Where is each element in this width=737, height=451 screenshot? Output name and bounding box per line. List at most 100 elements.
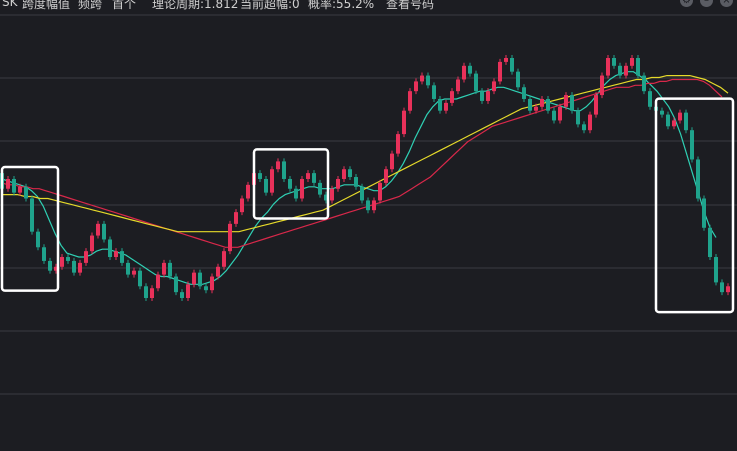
candle-body-117 (702, 198, 706, 228)
candle-body-52 (312, 173, 316, 183)
ma-line-ma_long (2, 74, 729, 233)
header-segment-4: 理论周期:1.812 (152, 0, 239, 11)
candle-body-11 (66, 257, 70, 261)
candle-body-29 (174, 276, 178, 293)
candle-body-37 (222, 251, 226, 267)
candle-body-91 (546, 98, 550, 111)
close-icon[interactable]: × (720, 0, 733, 7)
candle-body-41 (246, 184, 250, 199)
candle-body-93 (558, 106, 562, 121)
candle-body-105 (630, 58, 634, 66)
candle-body-61 (366, 200, 370, 211)
candle-body-108 (648, 91, 652, 107)
candle-body-113 (678, 112, 682, 121)
candle-body-72 (432, 85, 436, 99)
candle-body-107 (642, 75, 646, 92)
header-segment-0: SK (2, 0, 18, 9)
candle-body-118 (708, 227, 712, 258)
candle-body-97 (582, 124, 586, 131)
candle-body-35 (210, 276, 214, 291)
candle-body-78 (468, 65, 472, 74)
header-segment-7[interactable]: 查看号码 (386, 0, 435, 11)
gear-icon[interactable]: ⚙ (680, 0, 693, 7)
candle-body-10 (60, 257, 64, 267)
candle-body-47 (282, 161, 286, 179)
candle-body-80 (480, 91, 484, 101)
candle-body-21 (126, 262, 130, 275)
candle-body-86 (516, 71, 520, 88)
candle-body-39 (234, 212, 238, 224)
candle-body-33 (198, 272, 202, 287)
minimize-icon[interactable]: – (700, 0, 713, 7)
candle-body-51 (306, 173, 310, 179)
candle-body-88 (528, 98, 532, 111)
candle-body-36 (216, 266, 220, 277)
candle-body-96 (576, 110, 580, 125)
candle-body-58 (348, 169, 352, 178)
candle-body-4 (24, 186, 28, 199)
candle-body-92 (552, 110, 556, 121)
header-segment-2: 频跨 (78, 0, 103, 11)
candle-body-15 (90, 235, 94, 252)
candle-body-19 (114, 251, 118, 258)
candle-body-119 (714, 257, 718, 283)
candle-body-18 (108, 239, 112, 258)
candle-body-62 (372, 200, 376, 211)
candle-body-71 (426, 75, 430, 86)
candle-body-59 (354, 177, 358, 187)
candle-body-102 (612, 58, 616, 66)
candle-body-63 (378, 182, 382, 201)
candle-body-81 (486, 91, 490, 101)
candle-body-5 (30, 198, 34, 232)
candle-body-56 (336, 178, 340, 189)
candle-body-68 (408, 91, 412, 111)
candle-body-121 (726, 286, 730, 293)
candle-body-77 (462, 65, 466, 80)
candle-body-30 (180, 292, 184, 298)
candle-body-55 (330, 188, 334, 201)
candle-body-27 (162, 262, 166, 275)
candle-body-99 (594, 95, 598, 115)
candle-body-90 (540, 98, 544, 107)
candle-body-57 (342, 169, 346, 179)
candle-body-64 (384, 169, 388, 183)
candle-body-116 (696, 159, 700, 199)
candle-body-34 (204, 286, 208, 291)
candle-body-54 (324, 194, 328, 201)
candle-body-114 (684, 112, 688, 131)
highlight-box-1 (252, 148, 330, 220)
candle-body-98 (588, 114, 592, 131)
candle-body-3 (18, 186, 22, 193)
window-controls: ⚙ – × (680, 0, 733, 7)
candle-body-25 (150, 288, 154, 298)
highlight-box-2 (654, 97, 735, 314)
candle-body-32 (192, 272, 196, 285)
candle-body-38 (228, 223, 232, 252)
candle-body-82 (492, 81, 496, 92)
candle-body-53 (318, 182, 322, 195)
candle-body-111 (666, 114, 670, 127)
candle-body-85 (510, 58, 514, 72)
candle-body-50 (300, 178, 304, 199)
candle-body-104 (624, 65, 628, 76)
candle-body-28 (168, 262, 172, 277)
header-segment-5: 当前超幅:0 (240, 0, 300, 11)
candle-body-76 (456, 79, 460, 92)
candle-body-23 (138, 270, 142, 287)
candle-body-2 (12, 178, 16, 193)
indicator-header: SK 跨度幅值 频跨 首个 理论周期:1.812 当前超幅:0 概率:55.2%… (0, 0, 737, 11)
header-segment-1: 跨度幅值 (22, 0, 71, 11)
candle-body-13 (78, 262, 82, 273)
candle-body-31 (186, 284, 190, 298)
candle-body-73 (438, 98, 442, 111)
candle-body-24 (144, 286, 148, 298)
candle-body-106 (636, 58, 640, 76)
candle-body-45 (270, 169, 274, 193)
candle-body-115 (690, 130, 694, 160)
candle-body-95 (570, 95, 574, 111)
candle-body-40 (240, 198, 244, 213)
candle-body-22 (132, 270, 136, 275)
candle-body-46 (276, 161, 280, 170)
candle-body-14 (84, 251, 88, 263)
